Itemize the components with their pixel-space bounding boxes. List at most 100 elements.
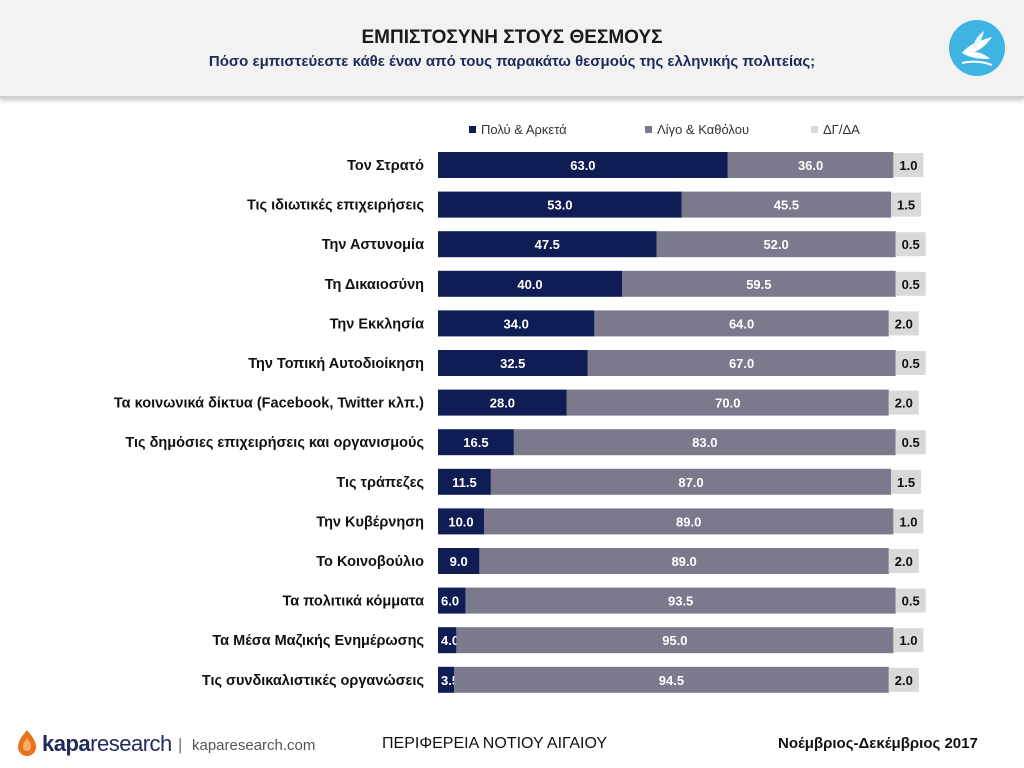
data-label: 28.0: [490, 396, 515, 411]
header-banner: ΕΜΠΙΣΤΟΣΥΝΗ ΣΤΟΥΣ ΘΕΣΜΟΥΣ Πόσο εμπιστεύε…: [0, 0, 1024, 98]
data-label: 0.5: [902, 594, 920, 609]
data-label: 70.0: [715, 396, 740, 411]
data-label: 4.0: [441, 633, 459, 648]
chart-legend: Πολύ & Αρκετά Λίγο & Καθόλου ΔΓ/ΔΑ: [469, 122, 860, 137]
data-label: 36.0: [798, 158, 823, 173]
bar-segment: [438, 508, 484, 535]
bar-segment: [587, 350, 896, 376]
data-label: 59.5: [746, 277, 771, 292]
category-label: Τα πολιτικά κόμματα: [282, 594, 424, 610]
data-label: 52.0: [763, 237, 788, 252]
footer-url[interactable]: kaparesearch.com: [192, 737, 316, 754]
bar-segment: [895, 588, 926, 613]
data-label: 34.0: [504, 316, 529, 331]
bar-segment: [888, 667, 919, 692]
category-label: Τις συνδικαλιστικές οργανώσεις: [202, 673, 424, 689]
data-label: 2.0: [895, 316, 913, 331]
data-label: 93.5: [668, 594, 693, 609]
category-label: Τη Δικαιοσύνη: [325, 277, 424, 293]
bar-segment: [479, 548, 889, 574]
data-label: 1.0: [899, 158, 917, 173]
bar-segment: [893, 509, 924, 534]
category-label: Την Τοπική Αυτοδιοίκηση: [248, 356, 424, 372]
bar-segment: [888, 549, 919, 573]
data-label: 53.0: [547, 198, 572, 213]
bar-segment: [438, 231, 657, 258]
bar-segment: [893, 628, 924, 653]
data-label: 10.0: [448, 514, 473, 529]
bar-segment: [895, 351, 926, 375]
legend-swatch-1: [469, 126, 476, 133]
category-label: Τα κοινωνικά δίκτυα (Facebook, Twitter κ…: [114, 396, 424, 412]
category-label: Τις δημόσιες επιχειρήσεις και οργανισμού…: [125, 435, 424, 451]
footer-separator: |: [178, 735, 183, 754]
data-label: 94.5: [659, 673, 684, 688]
bar-segment: [656, 231, 896, 258]
data-label: 63.0: [570, 158, 595, 173]
data-label: 0.5: [902, 435, 920, 450]
data-label: 47.5: [535, 237, 560, 252]
bar-segment: [891, 469, 922, 494]
dove-icon: [949, 20, 1005, 76]
data-label: 6.0: [441, 594, 459, 609]
legend-label-2: Λίγο & Καθόλου: [657, 122, 749, 137]
data-label: 67.0: [729, 356, 754, 371]
data-label: 89.0: [676, 514, 701, 529]
data-label: 89.0: [671, 554, 696, 569]
bar-segment: [438, 191, 682, 218]
data-label: 1.5: [897, 198, 915, 213]
bar-segment: [438, 350, 588, 376]
category-label: Τα Μέσα Μαζικής Ενημέρωσης: [212, 633, 424, 649]
bar-segment: [888, 311, 919, 336]
data-label: 32.5: [500, 356, 525, 371]
page-title: ΕΜΠΙΣΤΟΣΥΝΗ ΣΤΟΥΣ ΘΕΣΜΟΥΣ: [361, 27, 663, 48]
data-label: 45.5: [774, 198, 799, 213]
bar-segment: [622, 270, 896, 297]
bar-segment: [456, 627, 894, 654]
bar-segment: [513, 429, 896, 456]
data-label: 9.0: [450, 554, 468, 569]
bar-segment: [893, 153, 924, 177]
bar-segment: [895, 271, 926, 296]
data-label: 1.0: [899, 633, 917, 648]
bar-segment: [484, 508, 894, 535]
data-label: 40.0: [517, 277, 542, 292]
category-label: Την Αστυνομία: [322, 237, 424, 253]
bar-segment: [895, 232, 926, 257]
data-label: 11.5: [452, 475, 477, 490]
page-subtitle: Πόσο εμπιστεύεστε κάθε έναν από τους παρ…: [208, 53, 816, 70]
footer-date: Νοέμβριος-Δεκέμβριος 2017: [778, 735, 978, 752]
footer-brand: kaparesearch: [42, 731, 172, 757]
chart-rows: Τον Στρατό 63.0 36.0 1.0 Τις ιδιωτικές επιχε…: [114, 152, 926, 693]
bar-segment: [438, 587, 466, 614]
legend-swatch-2: [645, 126, 652, 133]
category-label: Την Εκκλησία: [330, 316, 424, 332]
data-label: 0.5: [902, 277, 920, 292]
bar-segment: [438, 548, 480, 574]
footer-brand-light: research: [90, 731, 172, 756]
bar-segment: [438, 310, 595, 337]
category-label: Την Κυβέρνηση: [316, 514, 424, 530]
data-label: 0.5: [902, 237, 920, 252]
bar-segment: [727, 152, 894, 178]
stacked-bar-chart: Πολύ & Αρκετά Λίγο & Καθόλου ΔΓ/ΔΑ Τον Στρ…: [114, 122, 926, 693]
data-label: 1.0: [899, 514, 917, 529]
footer-brand-strong: kapa: [42, 731, 91, 756]
footer-region: ΠΕΡΙΦΕΡΕΙΑ ΝΟΤΙΟΥ ΑΙΓΑΙΟΥ: [382, 735, 608, 752]
legend-label-1: Πολύ & Αρκετά: [481, 122, 567, 137]
data-label: 2.0: [895, 554, 913, 569]
data-label: 2.0: [895, 396, 913, 411]
bar-segment: [438, 468, 491, 495]
category-label: Τις τράπεζες: [336, 475, 424, 491]
category-label: Τις ιδιωτικές επιχειρήσεις: [247, 198, 424, 214]
bar-segment: [681, 191, 892, 218]
bar-segment: [895, 430, 926, 455]
bar-segment: [438, 152, 728, 178]
bar-segment: [454, 666, 889, 693]
bar-segment: [438, 666, 455, 693]
bar-segment: [891, 192, 922, 217]
data-label: 1.5: [897, 475, 915, 490]
bar-segment: [438, 429, 514, 456]
legend-label-3: ΔΓ/ΔΑ: [823, 122, 860, 137]
data-label: 0.5: [902, 356, 920, 371]
